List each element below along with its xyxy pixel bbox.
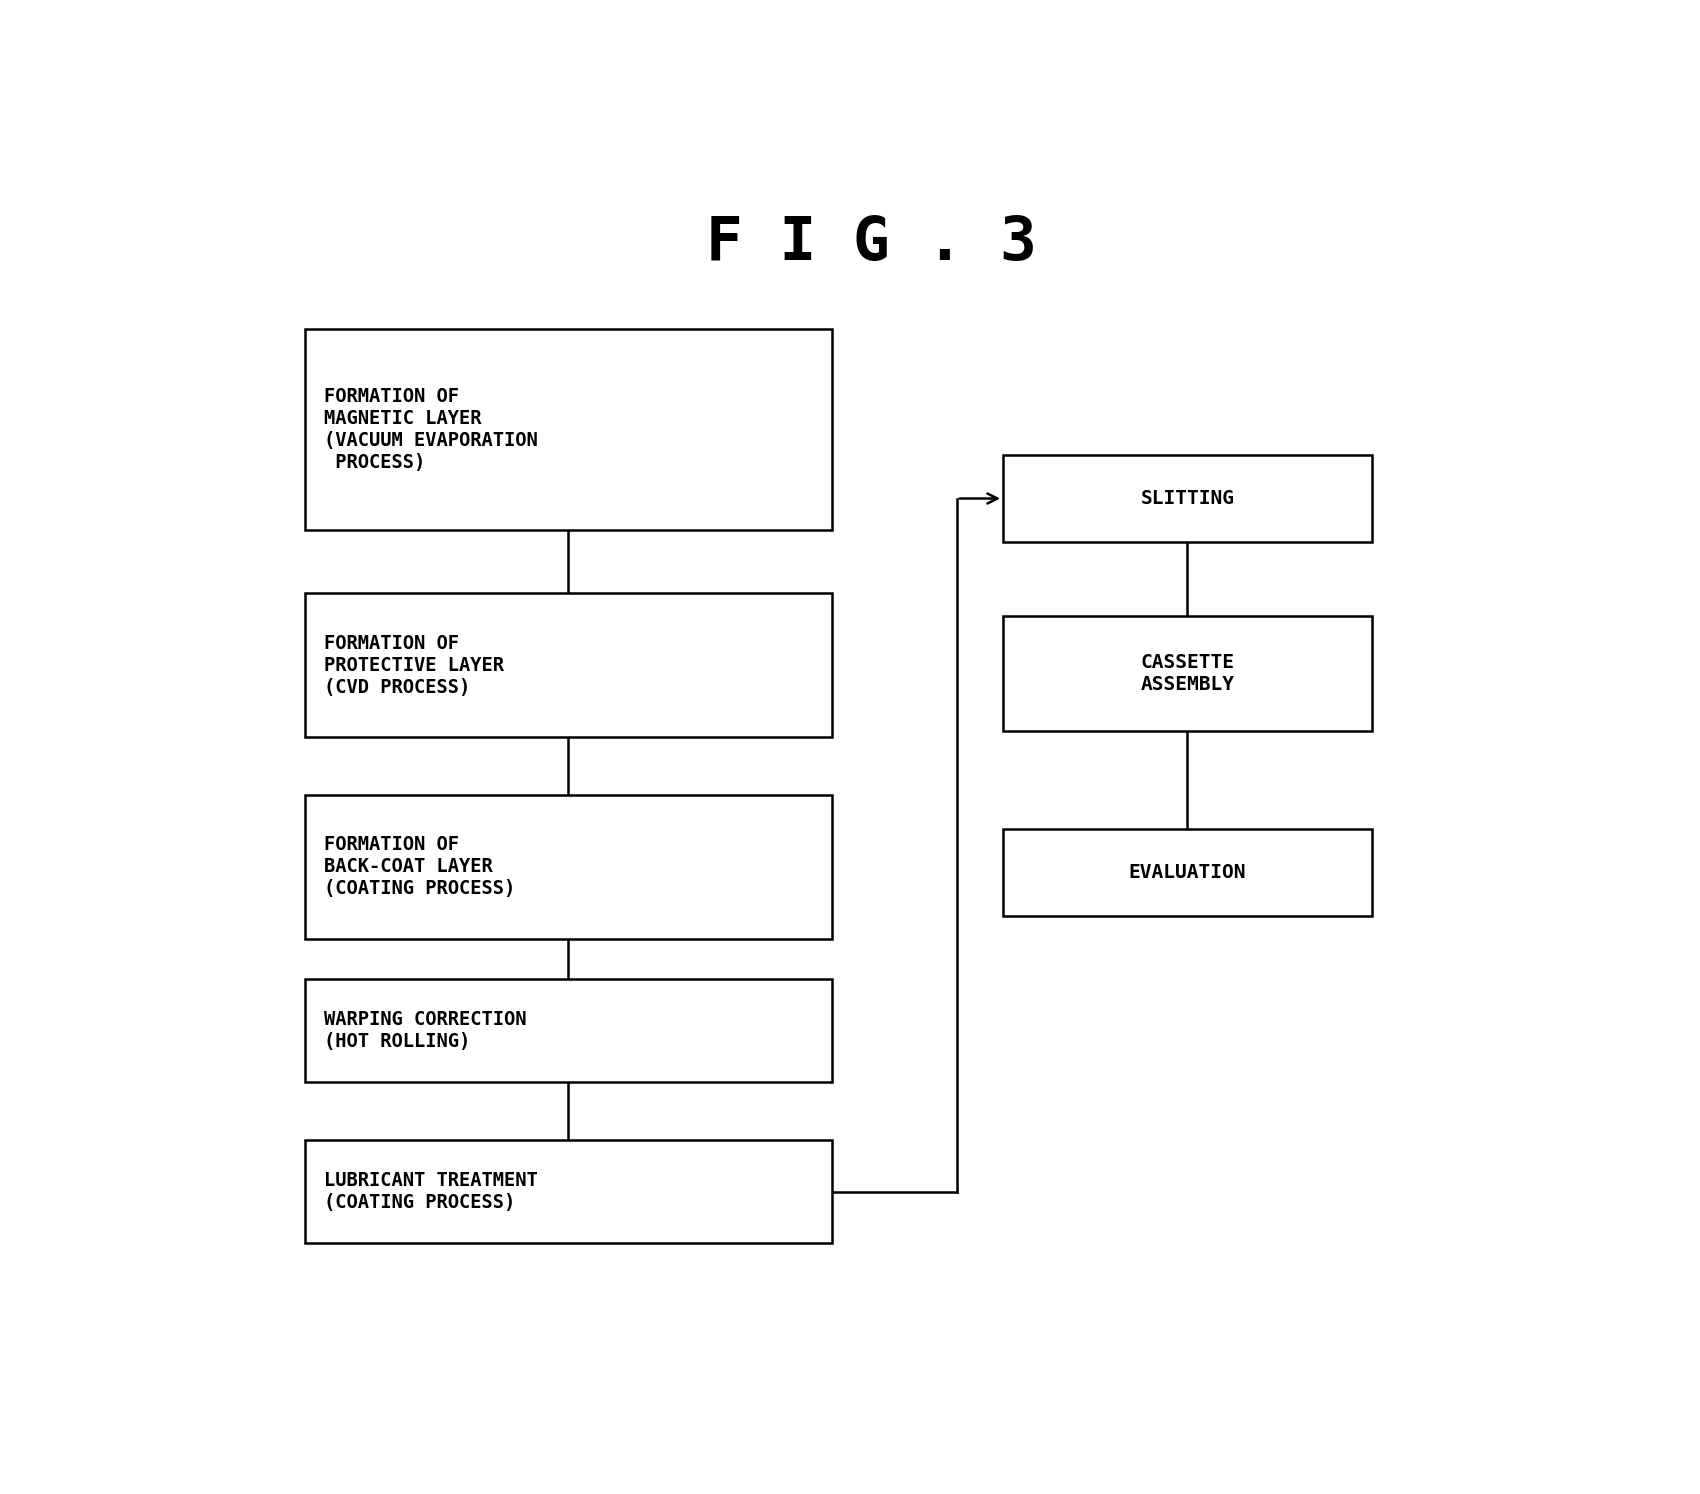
- FancyBboxPatch shape: [1003, 617, 1372, 732]
- Text: FORMATION OF
MAGNETIC LAYER
(VACUUM EVAPORATION
 PROCESS): FORMATION OF MAGNETIC LAYER (VACUUM EVAP…: [325, 387, 539, 472]
- Text: LUBRICANT TREATMENT
(COATING PROCESS): LUBRICANT TREATMENT (COATING PROCESS): [325, 1171, 539, 1212]
- FancyBboxPatch shape: [304, 979, 831, 1082]
- Text: FORMATION OF
PROTECTIVE LAYER
(CVD PROCESS): FORMATION OF PROTECTIVE LAYER (CVD PROCE…: [325, 633, 505, 696]
- Text: EVALUATION: EVALUATION: [1129, 864, 1246, 881]
- FancyBboxPatch shape: [1003, 829, 1372, 916]
- FancyBboxPatch shape: [304, 329, 831, 530]
- FancyBboxPatch shape: [304, 1140, 831, 1243]
- Text: WARPING CORRECTION
(HOT ROLLING): WARPING CORRECTION (HOT ROLLING): [325, 1010, 527, 1052]
- Text: FORMATION OF
BACK-COAT LAYER
(COATING PROCESS): FORMATION OF BACK-COAT LAYER (COATING PR…: [325, 835, 515, 898]
- FancyBboxPatch shape: [304, 593, 831, 737]
- FancyBboxPatch shape: [1003, 456, 1372, 542]
- Text: CASSETTE
ASSEMBLY: CASSETTE ASSEMBLY: [1141, 653, 1234, 695]
- FancyBboxPatch shape: [304, 795, 831, 938]
- Text: SLITTING: SLITTING: [1141, 489, 1234, 508]
- Text: F I G . 3: F I G . 3: [706, 214, 1037, 273]
